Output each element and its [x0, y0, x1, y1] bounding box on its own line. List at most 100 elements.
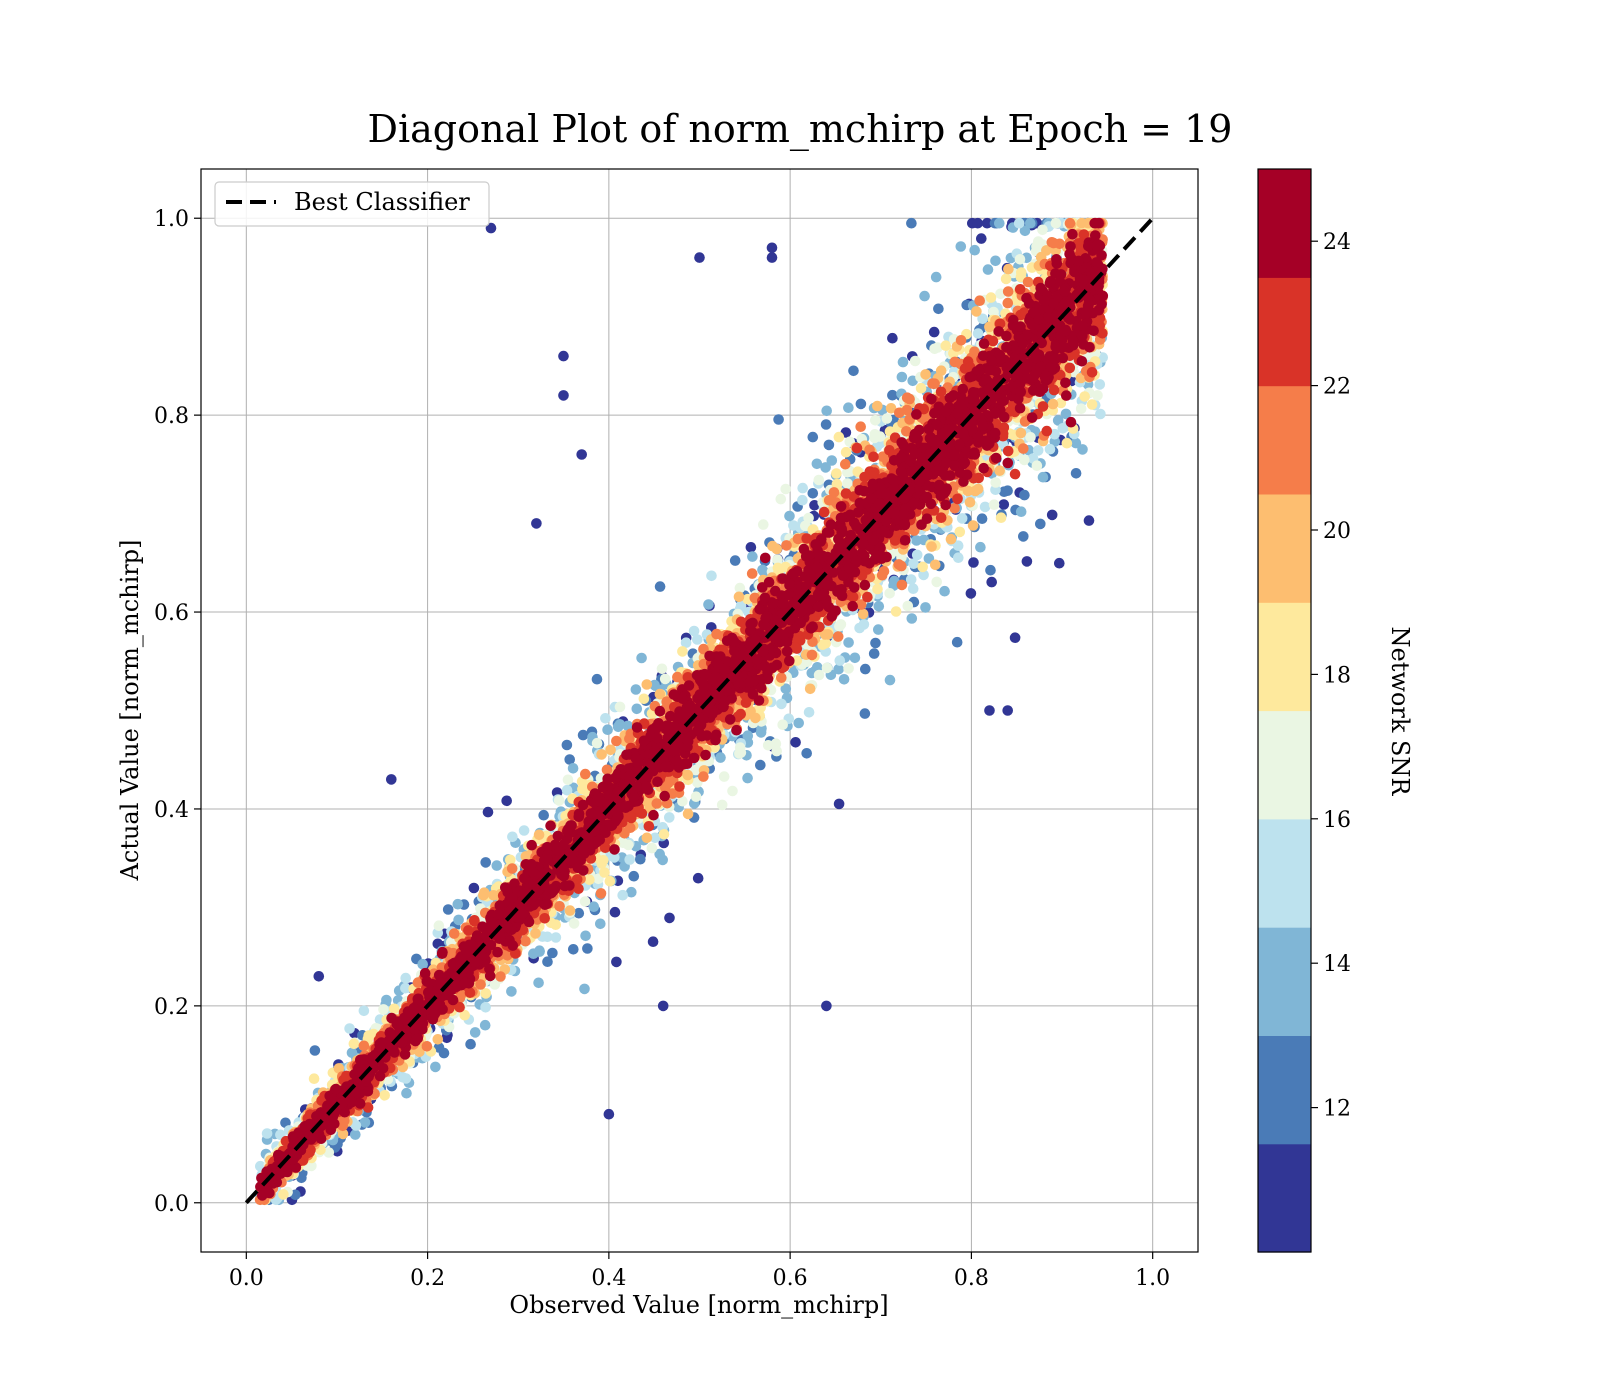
scatter-point — [659, 673, 671, 685]
scatter-point — [577, 729, 589, 741]
scatter-point — [826, 455, 838, 466]
scatter-point — [1015, 506, 1027, 517]
scatter-point — [887, 389, 898, 401]
scatter-point — [968, 557, 979, 568]
scatter-point — [995, 512, 1007, 523]
scatter-point — [441, 1032, 453, 1044]
scatter-point — [433, 920, 445, 931]
scatter-point — [955, 241, 967, 252]
scatter-point — [956, 513, 968, 524]
scatter-point — [582, 943, 593, 954]
scatter-point — [976, 233, 987, 244]
scatter-point — [1070, 468, 1082, 479]
scatter-point — [757, 564, 768, 576]
scatter-point — [379, 1090, 391, 1101]
scatter-point — [849, 652, 861, 664]
scatter-point — [843, 637, 854, 648]
scatter-point — [692, 872, 704, 884]
scatter-point — [975, 541, 986, 553]
scatter-point — [308, 1073, 320, 1084]
scatter-point — [954, 526, 966, 538]
scatter-point — [692, 634, 703, 645]
scatter-point — [985, 292, 997, 303]
scatter-point — [1044, 443, 1056, 455]
scatter-point — [933, 303, 944, 315]
scatter-point — [981, 217, 993, 229]
scatter-point — [1075, 403, 1087, 415]
scatter-point — [905, 574, 917, 585]
scatter-point — [630, 684, 642, 695]
scatter-point — [599, 867, 610, 878]
scatter-point — [887, 332, 898, 344]
scatter-point — [1046, 509, 1058, 521]
scatter-point — [359, 1117, 371, 1128]
scatter-point — [533, 977, 544, 989]
scatter-point — [386, 774, 397, 785]
scatter-point — [930, 271, 942, 283]
scatter-point — [823, 439, 835, 451]
scatter-point — [869, 429, 881, 440]
scatter-point — [680, 637, 692, 648]
scatter-point — [766, 242, 778, 254]
scatter-point — [654, 581, 666, 592]
scatter-point — [833, 663, 844, 675]
scatter-point — [1037, 224, 1048, 236]
scatter-point — [820, 419, 832, 430]
scatter-point — [400, 1073, 412, 1084]
scatter-point — [1009, 632, 1021, 643]
scatter-point — [562, 774, 574, 786]
scatter-point — [985, 564, 996, 576]
scatter-point — [831, 468, 842, 479]
scatter-point — [884, 588, 895, 599]
scatter-point — [773, 414, 784, 425]
scatter-point — [917, 561, 928, 573]
scatter-point — [908, 558, 919, 569]
scatter-point — [350, 1129, 361, 1140]
scatter-point — [747, 551, 758, 562]
scatter-point — [858, 619, 870, 630]
scatter-point — [1049, 436, 1061, 447]
scatter-point — [1077, 444, 1088, 455]
scatter-point — [928, 326, 940, 338]
scatter-point — [911, 549, 923, 561]
scatter-point — [811, 458, 823, 470]
scatter-point — [1014, 253, 1026, 265]
scatter-point — [465, 1038, 476, 1050]
scatter-point — [547, 947, 558, 959]
scatter-point — [614, 719, 626, 730]
scatter-point — [843, 402, 854, 414]
scatter-point — [579, 983, 590, 995]
scatter-point — [453, 914, 464, 926]
scatter-point — [1019, 225, 1031, 237]
scatter-point — [813, 669, 825, 681]
scatter-point — [918, 569, 929, 581]
scatter-point — [771, 745, 782, 757]
scatter-point — [576, 449, 587, 460]
scatter-point — [480, 1002, 491, 1013]
scatter-point — [553, 795, 565, 806]
scatter-point — [452, 898, 464, 910]
scatter-point — [1092, 390, 1103, 401]
scatter-point — [777, 719, 788, 730]
scatter-point — [998, 499, 1010, 510]
scatter-point — [1032, 445, 1044, 456]
scatter-point — [507, 831, 518, 843]
scatter-point — [840, 446, 852, 458]
scatter-point — [1070, 437, 1082, 449]
scatter-point — [568, 944, 579, 955]
scatter-point — [994, 465, 1005, 477]
scatter-point — [430, 1061, 441, 1073]
scatter-point — [591, 673, 603, 685]
scatter-point — [313, 971, 325, 982]
scatter-point — [469, 1027, 481, 1038]
scatter-point — [600, 713, 611, 724]
scatter-point — [855, 398, 867, 410]
scatter-point — [821, 1000, 832, 1012]
scatter-point — [1050, 217, 1062, 229]
scatter-point — [1002, 705, 1013, 716]
scatter-point — [990, 477, 1001, 488]
scatter-point — [915, 382, 927, 394]
scatter-point — [1094, 379, 1106, 390]
scatter-point — [348, 1038, 360, 1050]
scatter-point — [807, 488, 819, 499]
